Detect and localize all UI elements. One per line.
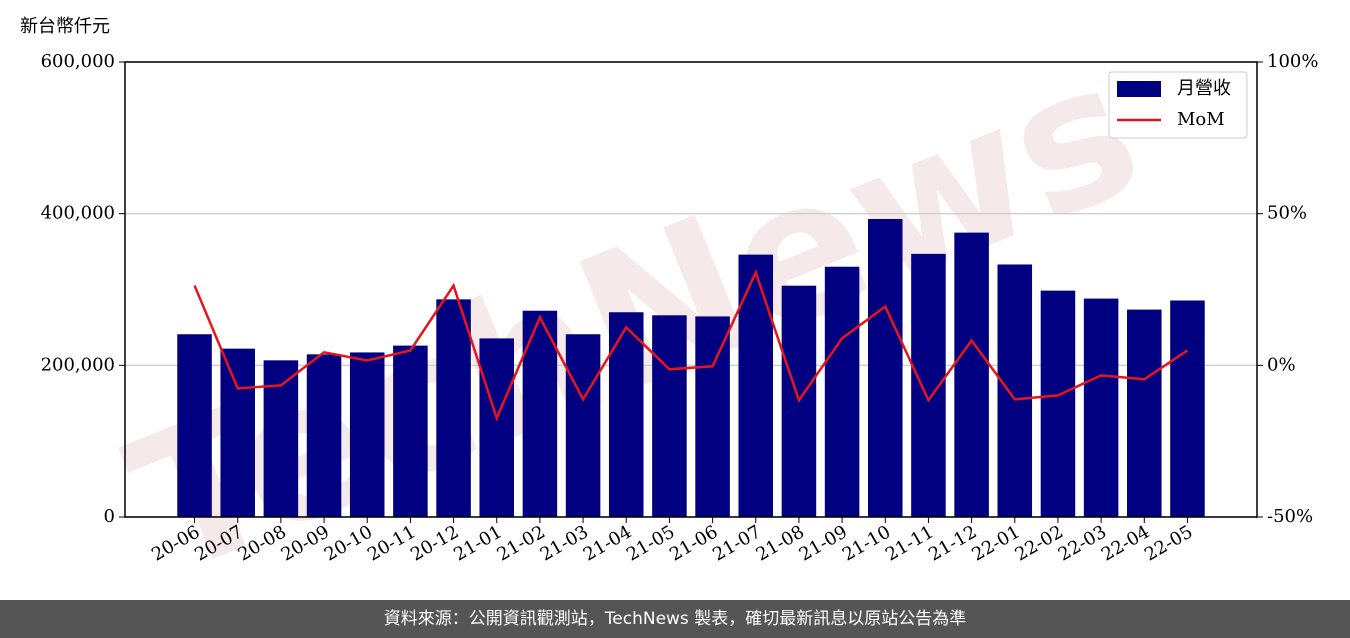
bar xyxy=(954,232,989,517)
footer: 資料來源：公開資訊觀測站，TechNews 製表，確切最新訊息以原站公告為準 xyxy=(384,609,966,629)
y2-tick-label: 50% xyxy=(1267,203,1307,224)
y2-tick-label: -50% xyxy=(1267,506,1313,527)
x-tick-label: 22-02 xyxy=(1012,521,1067,565)
bar xyxy=(565,334,601,517)
x-tick-label: 22-03 xyxy=(1055,521,1110,565)
bar xyxy=(177,334,212,517)
bar xyxy=(349,352,385,517)
bar xyxy=(436,299,471,517)
bar xyxy=(824,266,860,517)
bar xyxy=(738,254,774,517)
x-tick-label: 21-10 xyxy=(839,521,894,565)
x-tick-label: 21-09 xyxy=(796,521,851,565)
bar xyxy=(652,315,687,517)
legend-label: 月營收 xyxy=(1177,78,1231,99)
bar xyxy=(867,218,903,517)
x-tick-label: 20-12 xyxy=(407,521,462,565)
x-tick-label: 21-05 xyxy=(623,521,678,565)
y-axis-label: 新台幣仟元 xyxy=(20,16,110,37)
bar xyxy=(1127,309,1162,517)
x-tick-label: 21-08 xyxy=(752,521,807,565)
x-tick-label: 21-07 xyxy=(709,521,764,565)
bar xyxy=(695,316,730,517)
bar xyxy=(220,348,255,517)
x-tick-label: 21-12 xyxy=(925,521,980,565)
y2-tick-label: 0% xyxy=(1267,354,1296,375)
x-tick-label: 21-02 xyxy=(493,521,548,565)
legend-label: MoM xyxy=(1177,109,1225,130)
legend-swatch xyxy=(1117,81,1161,97)
bar xyxy=(306,354,342,517)
y-tick-label: 400,000 xyxy=(41,203,115,224)
bar xyxy=(393,345,428,517)
x-tick-label: 21-01 xyxy=(450,521,505,565)
y2-tick-label: 100% xyxy=(1267,51,1318,72)
bar xyxy=(1083,298,1119,517)
y-tick-label: 600,000 xyxy=(41,51,115,72)
x-tick-label: 21-03 xyxy=(537,521,592,565)
y-tick-label: 200,000 xyxy=(41,354,115,375)
x-tick-label: 21-04 xyxy=(580,521,635,565)
x-tick-label: 22-04 xyxy=(1098,521,1153,565)
bar xyxy=(1170,300,1205,517)
line xyxy=(193,269,1189,422)
bar xyxy=(1040,290,1076,517)
bar xyxy=(997,264,1033,517)
bar xyxy=(608,312,644,517)
x-tick-label: 22-01 xyxy=(968,521,1023,565)
footer-band xyxy=(0,600,1350,638)
x-tick-label: 21-06 xyxy=(666,521,721,565)
x-tick-label: 21-11 xyxy=(882,521,937,565)
plot-frame xyxy=(124,61,1258,518)
y-tick-label: 0 xyxy=(104,506,115,527)
x-tick-label: 22-05 xyxy=(1141,521,1196,565)
bar xyxy=(479,338,515,517)
